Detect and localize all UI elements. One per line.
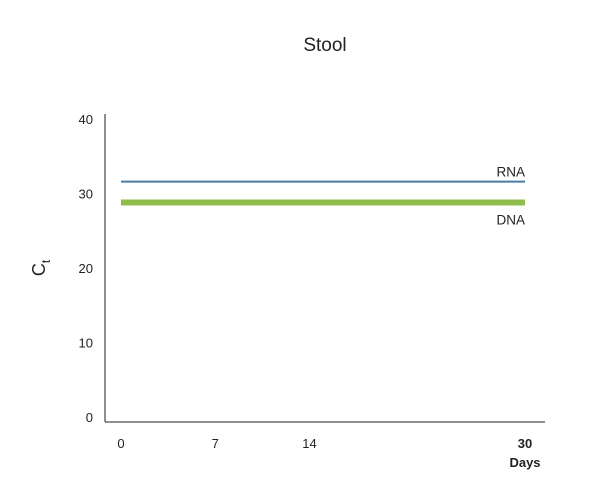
y-axis-label-subscript: t (39, 259, 53, 263)
series-label-dna: DNA (496, 212, 525, 227)
y-axis-label: Ct (29, 259, 53, 276)
x-tick-labels: 0 7 14 30 (117, 436, 532, 451)
y-tick-label: 0 (86, 410, 93, 425)
svg-text:Ct: Ct (29, 259, 53, 276)
y-tick-label: 10 (79, 336, 93, 351)
y-tick-label: 40 (79, 112, 93, 127)
x-axis-label: Days (509, 455, 540, 470)
x-tick-label: 0 (117, 436, 124, 451)
axes (104, 114, 545, 423)
y-tick-label: 30 (79, 187, 93, 202)
x-tick-label: 14 (302, 436, 316, 451)
y-tick-labels: 0 10 20 30 40 (79, 112, 93, 425)
x-tick-label: 7 (212, 436, 219, 451)
series-label-rna: RNA (496, 165, 525, 180)
y-axis-label-main: C (29, 263, 49, 276)
x-tick-label: 30 (518, 436, 532, 451)
series-lines: RNA DNA (121, 165, 525, 227)
chart-title: Stool (303, 35, 346, 56)
y-tick-label: 20 (79, 261, 93, 276)
